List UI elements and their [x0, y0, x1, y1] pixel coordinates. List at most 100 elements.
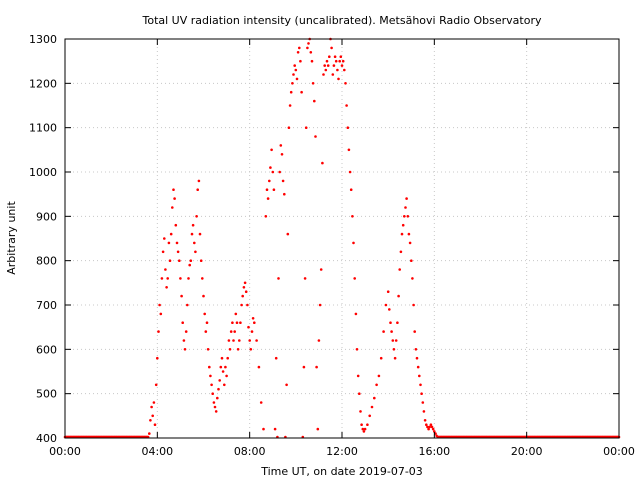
data-point [175, 241, 179, 245]
data-point [421, 401, 425, 404]
data-point [184, 330, 188, 333]
data-point [394, 339, 398, 342]
data-point [208, 365, 211, 369]
x-tick-label: 12:00 [326, 445, 358, 458]
data-point [221, 370, 225, 373]
data-point [377, 374, 381, 378]
data-point [265, 188, 269, 191]
data-point [324, 68, 328, 72]
data-point [333, 55, 337, 58]
data-point [348, 170, 352, 174]
data-point [407, 232, 411, 236]
y-tick-label: 800 [36, 255, 57, 268]
data-point [228, 348, 232, 351]
data-point [187, 277, 190, 280]
data-point [428, 425, 432, 429]
data-point [198, 232, 202, 236]
data-point [343, 68, 346, 72]
data-point [345, 104, 348, 107]
data-point [382, 330, 385, 333]
data-point [251, 317, 255, 320]
data-point [287, 126, 291, 129]
data-point [347, 148, 351, 152]
grid [65, 39, 619, 438]
data-point [181, 321, 184, 325]
data-point [193, 241, 196, 245]
data-point [231, 321, 234, 325]
data-point [384, 303, 388, 307]
data-point [236, 348, 240, 351]
data-point [293, 64, 297, 67]
data-point [238, 339, 241, 342]
data-point [413, 330, 417, 333]
data-point [399, 250, 403, 254]
data-point [281, 179, 285, 183]
data-point [203, 312, 206, 316]
data-point [391, 339, 395, 342]
x-tick-label: 00:00 [49, 445, 81, 458]
data-point [270, 148, 273, 152]
data-point [317, 339, 321, 342]
x-axis-label: Time UT, on date 2019-07-03 [260, 465, 423, 478]
data-point [235, 321, 239, 325]
data-point [366, 423, 369, 427]
data-point [180, 294, 183, 298]
data-point [224, 365, 227, 369]
data-point [158, 303, 161, 307]
data-point [302, 365, 306, 369]
data-point [163, 237, 166, 240]
data-point [212, 401, 216, 404]
data-point [173, 197, 176, 200]
data-point [164, 268, 167, 271]
data-point [280, 153, 284, 156]
data-point [400, 232, 404, 236]
data-point [427, 427, 430, 431]
data-point [426, 425, 429, 429]
data-point [430, 425, 434, 429]
data-point [169, 232, 173, 236]
data-point [243, 281, 247, 285]
data-point [179, 277, 182, 280]
data-point [410, 259, 413, 263]
data-point [326, 64, 330, 67]
data-point [288, 104, 292, 107]
data-point [389, 321, 392, 325]
data-point [167, 241, 171, 245]
y-tick-labels: 400 500 600 700 800 900 1000 1100 1200 1300 [29, 33, 57, 445]
data-point [328, 55, 331, 58]
data-point [213, 405, 217, 409]
data-point [362, 430, 366, 433]
data-point [151, 414, 154, 418]
data-point [229, 330, 233, 333]
data-point [183, 348, 187, 351]
data-point [199, 259, 203, 263]
data-point [316, 427, 320, 431]
data-point [247, 325, 250, 329]
data-point [341, 59, 345, 63]
data-point [246, 303, 249, 307]
data-point [204, 330, 208, 333]
data-point [354, 312, 358, 316]
data-point [286, 232, 290, 236]
data-point [300, 90, 303, 94]
data-point [218, 379, 221, 382]
data-point [314, 135, 317, 138]
data-point [271, 170, 275, 174]
y-axis-label: Arbitrary unit [5, 201, 18, 275]
data-point [356, 374, 360, 378]
data-point [255, 339, 258, 342]
data-point [266, 197, 270, 200]
data-point [241, 294, 244, 298]
data-point [202, 294, 205, 298]
data-point [346, 126, 350, 129]
data-point [361, 427, 365, 431]
data-point [240, 303, 243, 307]
data-point [166, 277, 169, 280]
data-point [264, 215, 268, 218]
data-point [412, 303, 415, 307]
data-point [431, 427, 435, 431]
data-point [373, 396, 376, 400]
data-point [420, 392, 423, 396]
